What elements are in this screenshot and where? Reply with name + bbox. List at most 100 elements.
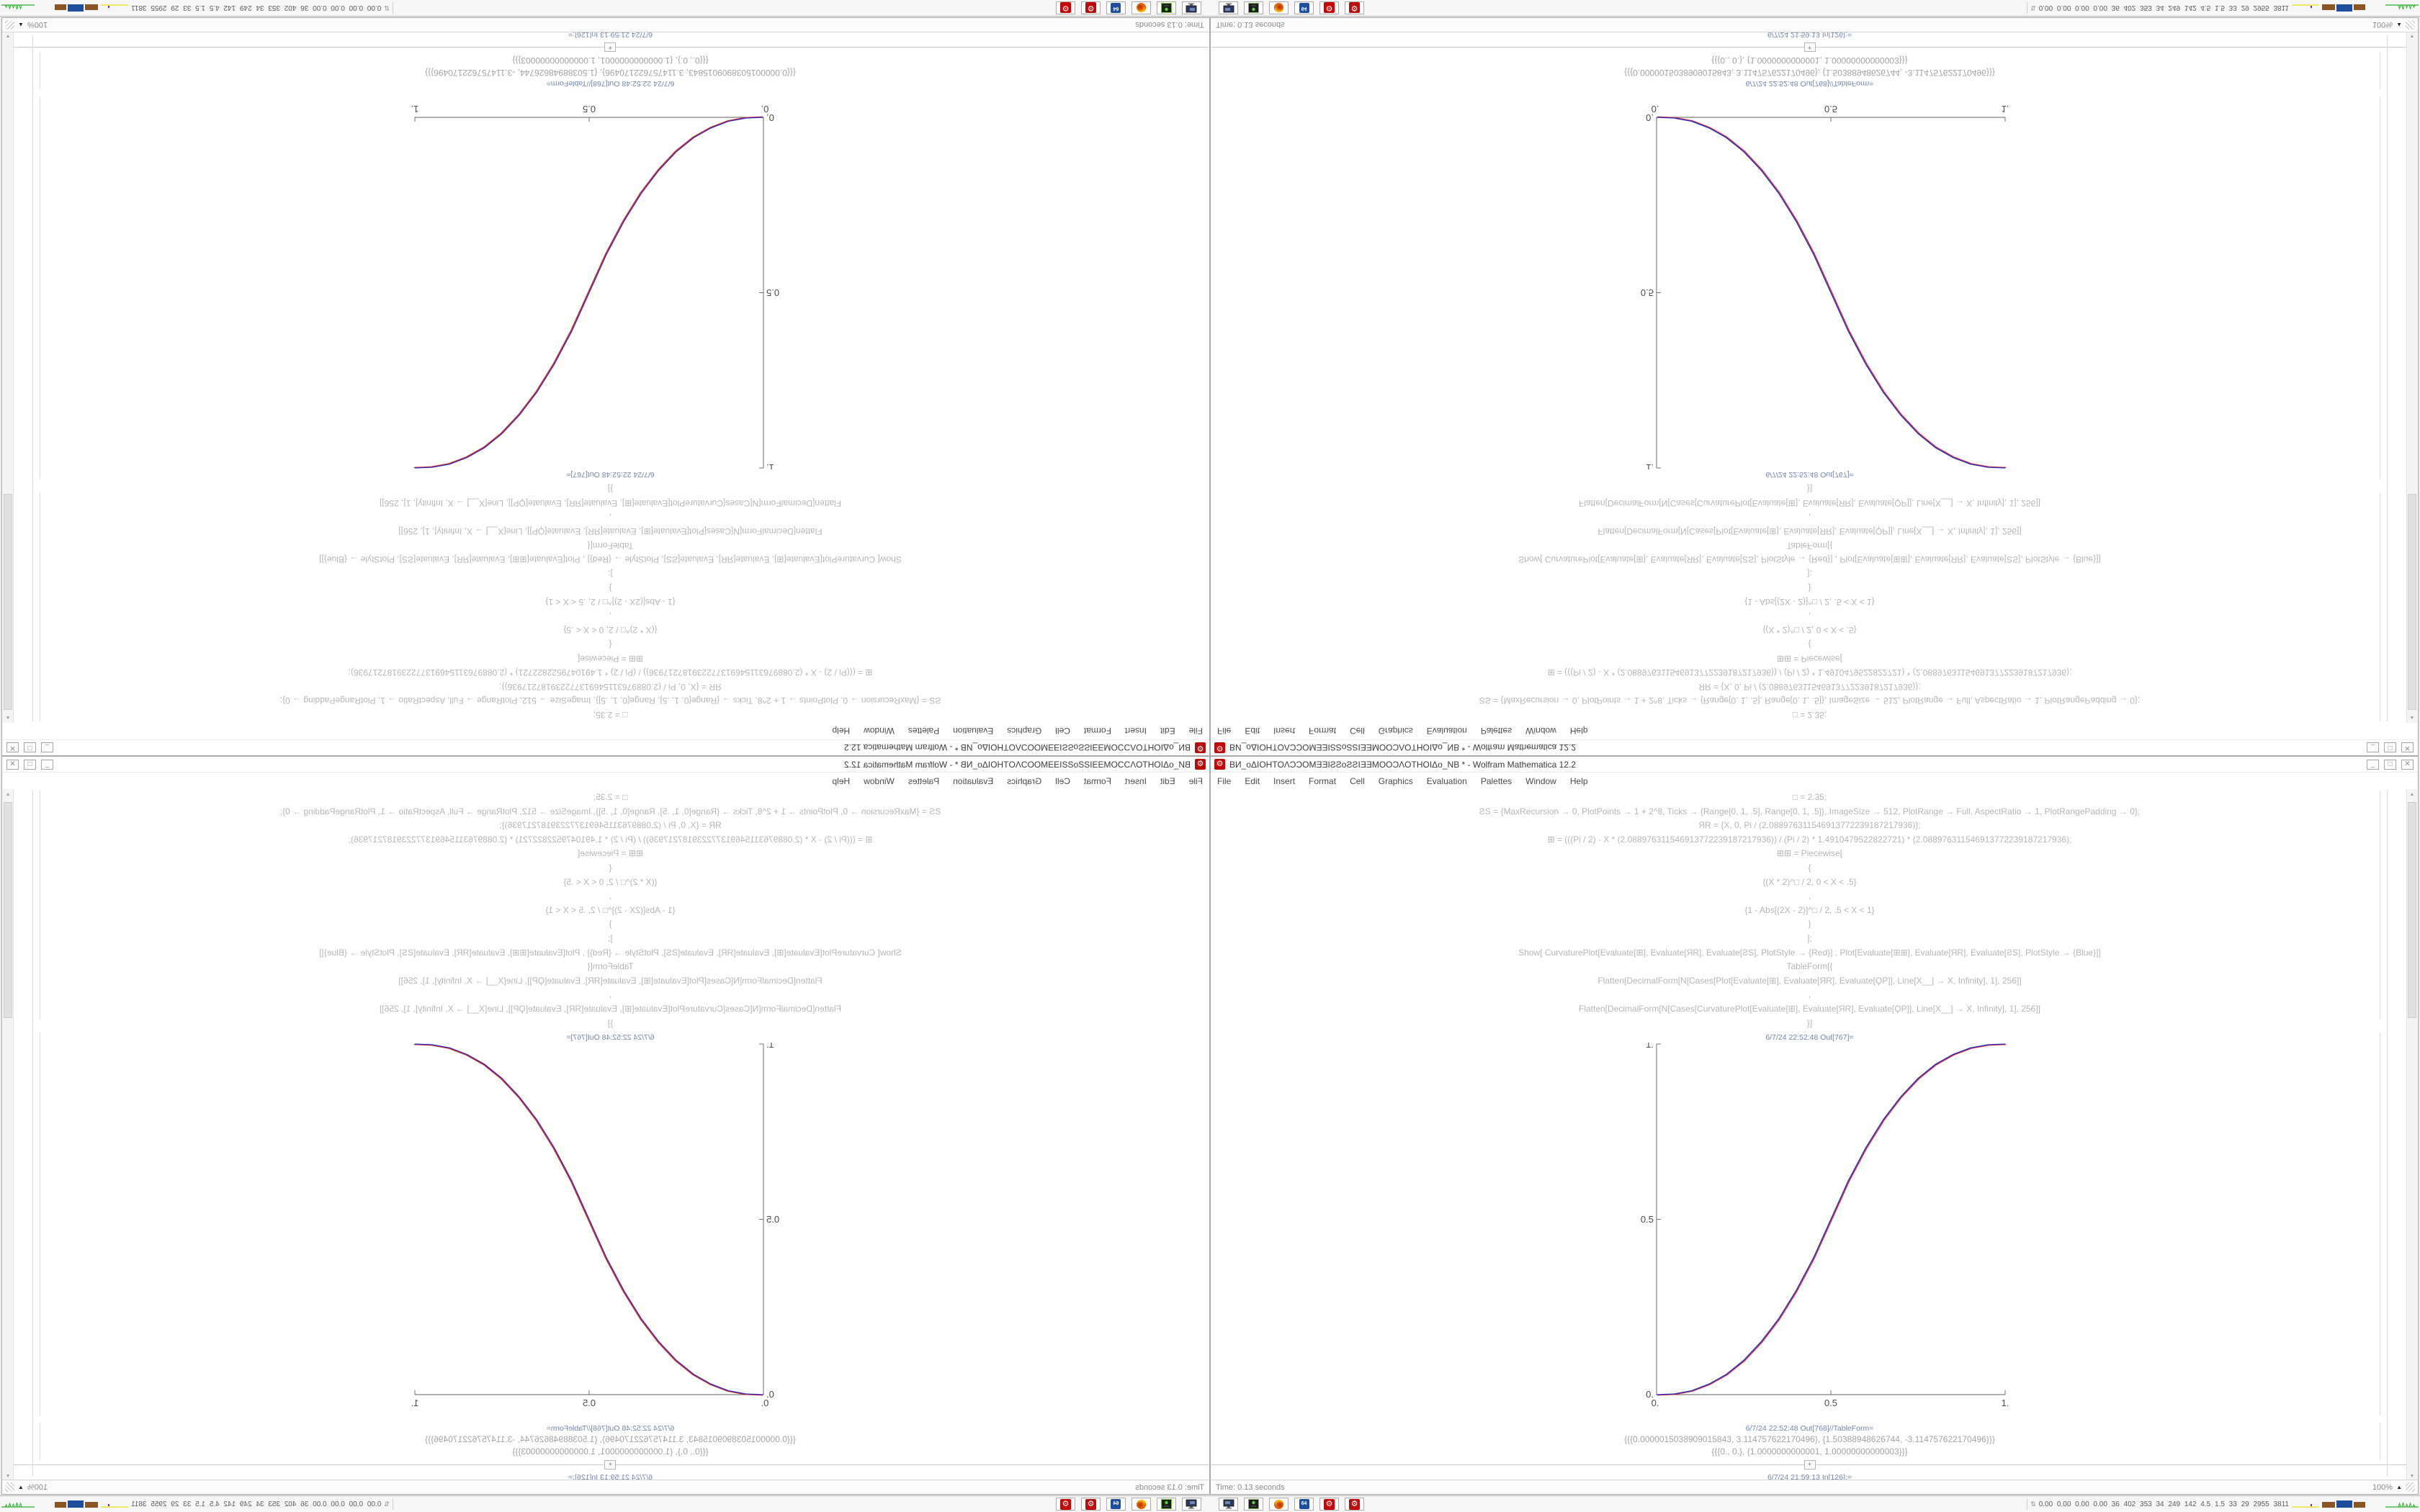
vertical-scrollbar[interactable]: ▲ ▼ [2406,789,2417,1482]
taskbar-firefox-button[interactable] [1269,1498,1289,1511]
menu-insert[interactable]: Insert [1273,775,1296,786]
menu-evaluation[interactable]: Evaluation [1426,726,1467,737]
maximize-button[interactable]: □ [2384,742,2396,753]
menu-evaluation[interactable]: Evaluation [953,775,994,786]
taskbar-mathematica-button-2[interactable]: ⚙ [1056,1,1075,14]
menu-palettes[interactable]: Palettes [1480,726,1512,737]
scrollbar-thumb[interactable] [2408,494,2416,710]
close-button[interactable]: ✕ [6,759,19,770]
taskbar-display-button[interactable] [1182,1498,1201,1511]
insert-cell-plus-button[interactable]: + [604,1460,617,1470]
minimize-button[interactable]: _ [41,759,53,770]
taskbar-mathematica-button-2[interactable]: ⚙ [1345,1498,1364,1511]
scrollbar-thumb[interactable] [4,494,12,710]
menu-palettes[interactable]: Palettes [908,775,940,786]
input-cell-code[interactable]: □ = 2.35; ƧS = {MaxRecursion → 0, PlotPo… [1211,791,2408,1030]
menu-palettes[interactable]: Palettes [1480,775,1512,786]
notebook-area[interactable]: □ = 2.35; ƧS = {MaxRecursion → 0, PlotPo… [1211,30,2408,723]
taskbar-collapse-icon[interactable]: ⇅ [384,4,390,12]
menu-window[interactable]: Window [1525,726,1556,737]
window-titlebar[interactable]: ⚙ ВИ_oΔIOHTOΛƆƆOMƎƎIƧƧoƧƧIƎƎMOOƆΛOTHOIΔo… [1211,739,2418,755]
menu-format[interactable]: Format [1309,775,1337,786]
taskbar-floppy-button[interactable]: 64 [1294,1,1314,14]
menu-insert[interactable]: Insert [1124,775,1147,786]
menu-window[interactable]: Window [864,726,895,737]
menu-file[interactable]: File [1217,775,1232,786]
taskbar-mathematica-button-2[interactable]: ⚙ [1056,1498,1075,1511]
taskbar-mathematica-button-1[interactable]: ⚙ [1081,1,1101,14]
menu-help[interactable]: Help [1569,775,1588,786]
notebook-area[interactable]: □ = 2.35; ƧS = {MaxRecursion → 0, PlotPo… [1211,789,2408,1482]
menu-graphics[interactable]: Graphics [1007,726,1042,737]
menu-format[interactable]: Format [1309,726,1337,737]
menu-window[interactable]: Window [1525,775,1556,786]
insert-cell-plus-button[interactable]: + [1803,42,1816,52]
taskbar-firefox-button[interactable] [1131,1498,1151,1511]
menu-cell[interactable]: Cell [1350,726,1365,737]
menu-window[interactable]: Window [864,775,895,786]
taskbar-collapse-icon[interactable]: ⇅ [384,1500,390,1508]
notebook-area[interactable]: □ = 2.35; ƧS = {MaxRecursion → 0, PlotPo… [12,30,1209,723]
taskbar-terminal-button[interactable] [1244,1498,1263,1511]
maximize-button[interactable]: □ [24,742,36,753]
scrollbar-up-icon[interactable]: ▲ [2407,712,2417,723]
minimize-button[interactable]: _ [2367,742,2379,753]
taskbar-display-button[interactable] [1219,1498,1238,1511]
menu-help[interactable]: Help [832,726,851,737]
menu-format[interactable]: Format [1083,775,1111,786]
magnification-control[interactable]: 100% ▲ [2372,1482,2418,1492]
menu-cell[interactable]: Cell [1055,775,1070,786]
menu-edit[interactable]: Edit [1160,775,1175,786]
insert-cell-plus-button[interactable]: + [1803,1460,1816,1470]
vertical-scrollbar[interactable]: ▲ ▼ [3,789,14,1482]
cell-insertion-bar[interactable]: + [1211,1460,2408,1470]
taskbar-firefox-button[interactable] [1269,1,1289,14]
menu-palettes[interactable]: Palettes [908,726,940,737]
taskbar-collapse-icon[interactable]: ⇅ [2030,1500,2036,1508]
taskbar-floppy-button[interactable]: 64 [1106,1,1126,14]
menu-graphics[interactable]: Graphics [1378,726,1413,737]
input-cell-code[interactable]: □ = 2.35; ƧS = {MaxRecursion → 0, PlotPo… [12,791,1209,1030]
menu-file[interactable]: File [1217,726,1232,737]
cell-bracket-group[interactable] [2387,36,2388,721]
cell-bracket-group[interactable] [2387,791,2388,1476]
taskbar-floppy-button[interactable]: 64 [1106,1498,1126,1511]
scrollbar-up-icon[interactable]: ▲ [3,789,13,800]
maximize-button[interactable]: □ [2384,759,2396,770]
window-titlebar[interactable]: ⚙ ВИ_oΔIOHTOΛƆƆOMƎƎIƧƧoƧƧIƎƎMOOƆΛOTHOIΔo… [2,757,1209,773]
scrollbar-down-icon[interactable]: ▼ [2407,1471,2417,1482]
menu-edit[interactable]: Edit [1160,726,1175,737]
menu-edit[interactable]: Edit [1245,775,1260,786]
magnification-control[interactable]: 100% ▲ [2,20,48,30]
magnification-control[interactable]: 100% ▲ [2372,20,2418,30]
close-button[interactable]: ✕ [2401,742,2414,753]
menu-graphics[interactable]: Graphics [1007,775,1042,786]
menu-insert[interactable]: Insert [1124,726,1147,737]
magnification-control[interactable]: 100% ▲ [2,1482,48,1492]
cell-bracket-group[interactable] [32,791,33,1476]
close-button[interactable]: ✕ [2401,759,2414,770]
cell-insertion-bar[interactable]: + [12,42,1209,52]
notebook-area[interactable]: □ = 2.35; ƧS = {MaxRecursion → 0, PlotPo… [12,789,1209,1482]
taskbar-mathematica-button-1[interactable]: ⚙ [1319,1,1339,14]
menu-file[interactable]: File [1188,726,1203,737]
menu-file[interactable]: File [1188,775,1203,786]
insert-cell-plus-button[interactable]: + [604,42,617,52]
taskbar-terminal-button[interactable] [1244,1,1263,14]
minimize-button[interactable]: _ [41,742,53,753]
menu-help[interactable]: Help [1569,726,1588,737]
menu-cell[interactable]: Cell [1055,726,1070,737]
taskbar-mathematica-button-2[interactable]: ⚙ [1345,1,1364,14]
scrollbar-up-icon[interactable]: ▲ [2407,789,2417,800]
input-cell-code[interactable]: □ = 2.35; ƧS = {MaxRecursion → 0, PlotPo… [12,482,1209,721]
cell-insertion-bar[interactable]: + [12,1460,1209,1470]
minimize-button[interactable]: _ [2367,759,2379,770]
taskbar-mathematica-button-1[interactable]: ⚙ [1319,1498,1339,1511]
resize-grip-icon[interactable] [2406,1482,2415,1492]
menu-edit[interactable]: Edit [1245,726,1260,737]
menu-format[interactable]: Format [1083,726,1111,737]
taskbar-mathematica-button-1[interactable]: ⚙ [1081,1498,1101,1511]
resize-grip-icon[interactable] [5,1482,14,1492]
menu-evaluation[interactable]: Evaluation [953,726,994,737]
taskbar-collapse-icon[interactable]: ⇅ [2030,4,2036,12]
